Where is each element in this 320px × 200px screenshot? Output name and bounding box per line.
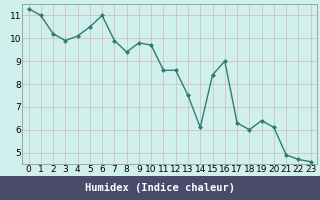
Text: Humidex (Indice chaleur): Humidex (Indice chaleur) [85,183,235,193]
